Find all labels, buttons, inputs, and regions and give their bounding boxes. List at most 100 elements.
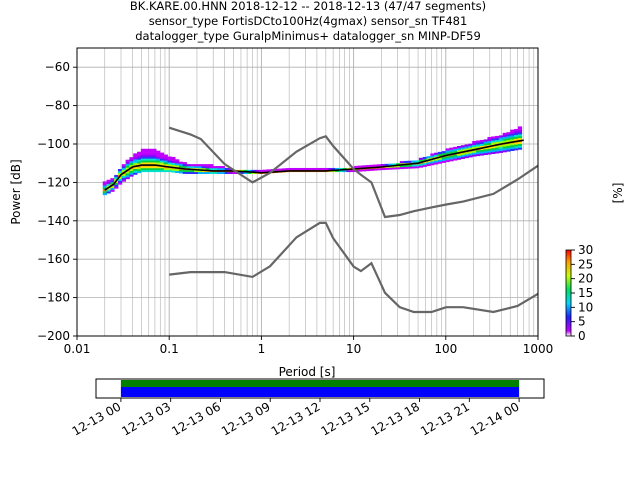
psd-cell bbox=[220, 167, 226, 171]
psd-cell bbox=[197, 166, 203, 169]
psd-cell bbox=[156, 158, 161, 161]
psd-cell bbox=[121, 179, 126, 182]
psd-cell bbox=[167, 167, 172, 171]
psd-cell bbox=[274, 168, 279, 172]
psd-cell bbox=[144, 152, 149, 155]
psd-cell bbox=[140, 169, 146, 173]
psd-cell bbox=[144, 154, 149, 157]
psd-cell bbox=[453, 156, 458, 159]
psd-cell bbox=[460, 154, 465, 158]
psd-cell bbox=[175, 170, 180, 174]
psd-cell bbox=[449, 157, 454, 160]
psd-cell bbox=[472, 142, 477, 146]
psd-cell bbox=[491, 138, 496, 141]
psd-cell bbox=[133, 170, 138, 173]
y-tick-label: −100 bbox=[37, 137, 70, 151]
psd-cell bbox=[331, 167, 336, 171]
psd-cell bbox=[491, 140, 496, 143]
psd-cell bbox=[502, 148, 507, 151]
psd-cell bbox=[152, 152, 157, 155]
psd-cell bbox=[190, 166, 195, 169]
psd-cell bbox=[152, 167, 157, 171]
psd-cell bbox=[495, 135, 500, 139]
psd-cell bbox=[159, 166, 165, 169]
psd-cell bbox=[171, 170, 176, 173]
psd-cell bbox=[514, 138, 519, 141]
psd-cell bbox=[247, 169, 252, 173]
psd-cell bbox=[125, 175, 130, 178]
psd-mode-line bbox=[104, 139, 524, 191]
psd-cell bbox=[476, 153, 481, 157]
psd-cell bbox=[483, 145, 488, 148]
psd-cell bbox=[399, 166, 405, 170]
psd-cell bbox=[243, 171, 248, 174]
psd-cell bbox=[445, 152, 450, 155]
colorbar-tick-label: 25 bbox=[578, 257, 593, 271]
psd-cell bbox=[514, 134, 519, 137]
psd-cell bbox=[140, 162, 146, 165]
psd-cell bbox=[186, 166, 191, 169]
psd-cell bbox=[148, 148, 153, 151]
psd-cell bbox=[441, 158, 446, 161]
psd-cell bbox=[479, 149, 485, 152]
psd-cell bbox=[453, 148, 458, 151]
psd-cell bbox=[441, 156, 446, 160]
x-tick-label: 0.1 bbox=[160, 342, 179, 356]
psd-cell bbox=[159, 156, 165, 159]
psd-cell bbox=[167, 158, 172, 161]
psd-cell bbox=[460, 149, 465, 152]
psd-cell bbox=[498, 148, 504, 152]
psd-cell bbox=[171, 158, 176, 162]
psd-cell bbox=[114, 176, 119, 180]
psd-cell bbox=[464, 148, 469, 151]
psd-cell bbox=[137, 167, 142, 170]
y-tick-label: −160 bbox=[37, 252, 70, 266]
psd-cell bbox=[449, 147, 454, 150]
psd-cell bbox=[502, 140, 507, 143]
psd-cell bbox=[506, 132, 511, 135]
psd-cell bbox=[430, 161, 435, 164]
psd-cell bbox=[445, 157, 450, 161]
psd-cell bbox=[117, 182, 123, 185]
psd-cell bbox=[121, 166, 126, 169]
psd-cell bbox=[137, 168, 142, 172]
psd-cell bbox=[190, 171, 195, 174]
psd-cell bbox=[133, 159, 138, 162]
psd-cell bbox=[464, 144, 469, 147]
psd-cell bbox=[434, 154, 439, 157]
psd-cell bbox=[517, 134, 523, 137]
psd-cell bbox=[129, 159, 134, 162]
psd-cell bbox=[220, 166, 226, 169]
psd-cell bbox=[297, 167, 302, 171]
psd-cell bbox=[510, 135, 515, 138]
psd-cell bbox=[468, 155, 473, 158]
psd-cell bbox=[476, 144, 481, 147]
psd-cell bbox=[510, 131, 515, 134]
psd-cell bbox=[464, 152, 469, 155]
psd-cell bbox=[392, 167, 397, 170]
psd-cell bbox=[502, 138, 507, 141]
psd-cell bbox=[418, 165, 424, 168]
psd-cell bbox=[453, 158, 458, 161]
psd-cell bbox=[159, 152, 165, 155]
psd-cell bbox=[487, 152, 492, 155]
psd-cell bbox=[517, 143, 523, 146]
psd-cell bbox=[228, 171, 233, 174]
psd-cell bbox=[498, 139, 504, 142]
psd-cell bbox=[514, 128, 519, 132]
psd-cell bbox=[110, 178, 115, 181]
psd-cell bbox=[148, 152, 153, 155]
psd-cell bbox=[517, 137, 523, 141]
colorbar-tick-label: 10 bbox=[578, 300, 593, 314]
psd-cell bbox=[437, 161, 443, 164]
psd-cell bbox=[411, 164, 416, 167]
psd-cell bbox=[197, 171, 203, 174]
psd-cell bbox=[476, 150, 481, 153]
psd-cell bbox=[144, 167, 149, 171]
psd-cell bbox=[464, 154, 469, 157]
psd-cell bbox=[140, 166, 146, 169]
psd-cell bbox=[102, 181, 107, 184]
psd-cell bbox=[498, 135, 504, 138]
psd-cell bbox=[472, 154, 477, 157]
